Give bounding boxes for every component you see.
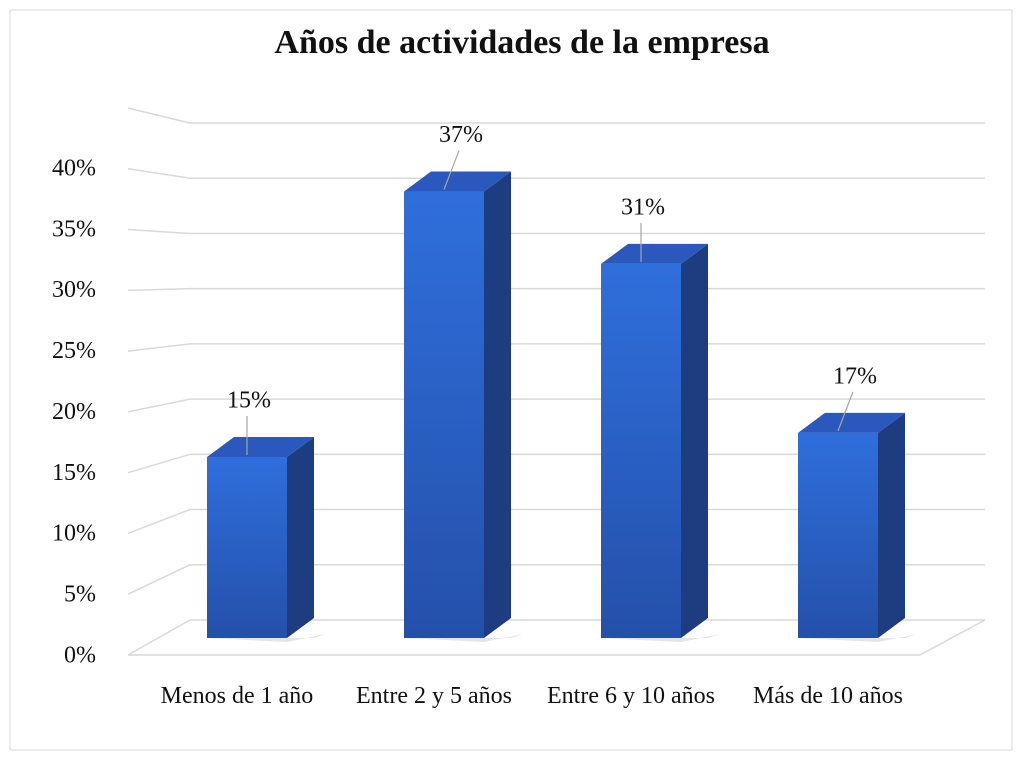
y-tick-label: 40% (52, 155, 96, 181)
x-tick-label: Más de 10 años (753, 683, 903, 709)
y-tick-label: 30% (52, 277, 96, 303)
bar-front (404, 191, 484, 639)
bar-front (601, 263, 681, 638)
floor-edge (128, 619, 986, 656)
bar-top (404, 171, 511, 192)
leader-line (443, 150, 460, 190)
bar (601, 243, 720, 642)
bar-side (878, 412, 905, 638)
data-label: 17% (833, 363, 877, 389)
y-tick-label: 0% (64, 643, 96, 669)
leader-line (837, 391, 854, 432)
data-label: 15% (227, 388, 271, 414)
bar-side (681, 243, 708, 638)
wall-top-side (127, 107, 191, 124)
bar-top (601, 243, 708, 264)
chart-title: Años de actividades de la empresa (274, 24, 769, 61)
grid-line (127, 343, 985, 352)
grid-line (127, 508, 985, 535)
bar-front (798, 432, 878, 638)
bar-front (207, 457, 287, 638)
bar-top (798, 412, 905, 433)
x-tick-label: Entre 2 y 5 años (356, 683, 512, 709)
bar (404, 171, 523, 642)
grid-line (127, 398, 985, 413)
frame (9, 9, 1013, 751)
y-tick-label: 10% (52, 521, 96, 547)
y-tick-label: 15% (52, 460, 96, 486)
y-tick-label: 20% (52, 399, 96, 425)
bar (798, 412, 917, 642)
bar-side (484, 171, 511, 639)
grid-line (127, 287, 985, 292)
y-tick-label: 25% (52, 338, 96, 364)
grid-line (127, 619, 985, 656)
grid-line (127, 228, 985, 235)
y-tick-label: 35% (52, 216, 96, 242)
data-label: 37% (439, 122, 483, 148)
grid-line (127, 564, 985, 595)
bar (207, 437, 326, 642)
x-tick-label: Menos de 1 año (160, 683, 314, 709)
y-tick-label: 5% (64, 582, 96, 608)
bar-top (207, 437, 314, 457)
data-label: 31% (621, 194, 665, 220)
bar-side (287, 437, 314, 638)
grid-line (127, 453, 985, 474)
grid-line (127, 168, 985, 179)
x-tick-label: Entre 6 y 10 años (547, 683, 715, 709)
